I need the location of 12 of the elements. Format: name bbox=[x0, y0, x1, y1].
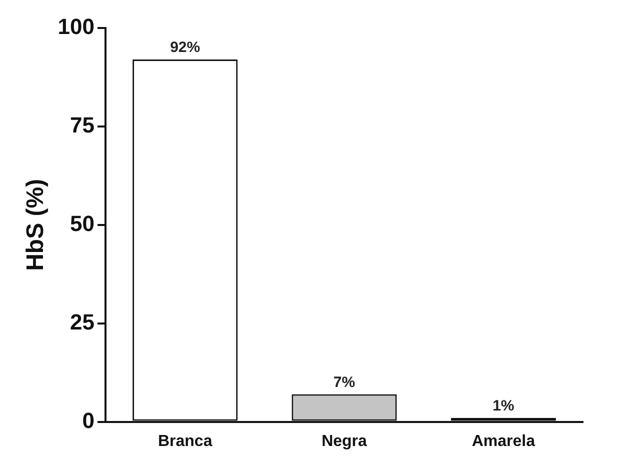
data-label: 1% bbox=[492, 398, 514, 415]
data-label: 7% bbox=[333, 374, 356, 391]
y-tick-label: 75 bbox=[70, 112, 95, 138]
y-tick-label: 0 bbox=[82, 408, 95, 433]
y-tick-label: 100 bbox=[58, 14, 95, 40]
x-tick-label: Negra bbox=[322, 432, 368, 450]
y-tick-label: 25 bbox=[70, 309, 95, 334]
x-tick-label: Amarela bbox=[472, 432, 536, 450]
data-label: 92% bbox=[170, 39, 200, 56]
x-tick-label: Branca bbox=[158, 432, 212, 450]
y-axis-title: HbS (%) bbox=[22, 178, 50, 271]
y-tick-label: 50 bbox=[70, 210, 95, 236]
